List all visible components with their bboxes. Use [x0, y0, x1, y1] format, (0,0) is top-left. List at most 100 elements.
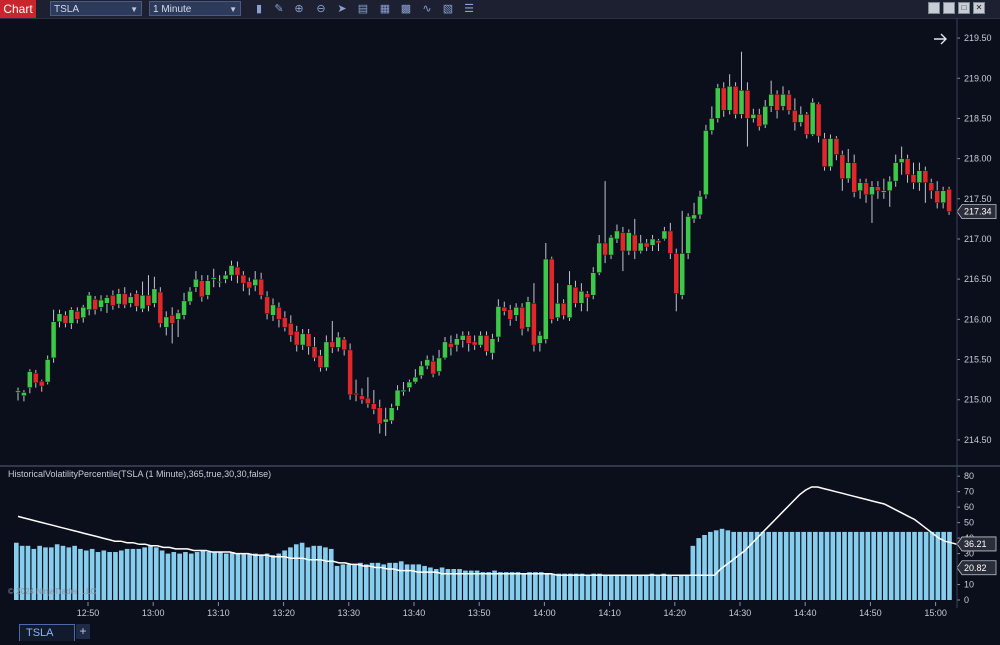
candle-body [786, 94, 792, 111]
price-tick-label: 215.50 [964, 355, 992, 365]
hvp-bar [853, 531, 859, 600]
app-title[interactable]: Chart [0, 0, 36, 18]
hvp-bar [422, 565, 427, 600]
zoom-out-icon[interactable]: ⊖ [316, 3, 326, 15]
candle-body [762, 106, 768, 126]
candle-body [317, 355, 324, 368]
hvp-bar [369, 562, 375, 600]
indicators-icon[interactable]: ▧ [442, 3, 454, 15]
candle-body [537, 335, 543, 344]
arrow-right-icon[interactable] [934, 33, 947, 45]
hvp-bar [673, 576, 678, 600]
candle-body [703, 130, 709, 196]
candle-body [442, 341, 448, 359]
hvp-bar [375, 562, 381, 600]
strategies-icon[interactable]: ∿ [422, 3, 432, 15]
candle-body [299, 333, 306, 346]
candle-body [240, 274, 247, 284]
hvp-bar [334, 565, 340, 600]
hvp-bar [229, 552, 235, 600]
ind-tick-label: 50 [964, 518, 974, 528]
candle-body [210, 277, 217, 280]
hvp-bar [212, 552, 217, 600]
ind-tick-label: 80 [964, 471, 974, 481]
candle-body [875, 186, 881, 192]
list-icon[interactable]: ☰ [464, 3, 474, 15]
time-tick-label: 14:30 [729, 608, 752, 618]
hvp-bar [533, 572, 538, 600]
hvp-bar [527, 572, 532, 600]
candle-body [157, 291, 164, 324]
candle-body [632, 234, 638, 252]
templates-icon[interactable]: ▦ [379, 3, 391, 15]
hvp-bar [667, 575, 672, 600]
hvp-bar [743, 531, 748, 600]
time-tick-label: 13:50 [468, 608, 491, 618]
instrument-selector[interactable]: TSLA ▼ [50, 1, 142, 16]
hvp-bar [848, 531, 853, 600]
ind-value-badge [956, 536, 997, 552]
zoom-in-icon[interactable]: ⊕ [294, 3, 304, 15]
candle-body [187, 290, 193, 302]
candle-body [347, 349, 353, 396]
candle-body [264, 296, 270, 314]
candle-body [513, 307, 519, 316]
candle-body [922, 170, 929, 183]
hvp-bar [363, 564, 369, 600]
properties-icon[interactable]: ▤ [357, 3, 369, 15]
interval-value: 1 Minute [153, 4, 192, 15]
hvp-bar [509, 572, 515, 600]
hvp-bar [387, 562, 392, 600]
candle-body [56, 313, 63, 323]
hvp-bar [48, 547, 54, 600]
candle-body [62, 315, 69, 324]
hvp-bar [620, 575, 626, 600]
interval-selector[interactable]: 1 Minute ▼ [149, 1, 241, 16]
hvp-bar [130, 548, 136, 600]
hvp-bar [503, 572, 509, 600]
hvp-bar [795, 531, 801, 600]
candle-body [222, 274, 229, 280]
pencil-icon[interactable]: ✎ [274, 3, 284, 15]
chart-area[interactable]: 219.50 219.00 218.50 218.00 217.50 217.00 216.… [0, 18, 1000, 645]
hvp-bar [807, 531, 812, 600]
add-tab-button[interactable]: + [76, 624, 90, 639]
candle-body [282, 317, 288, 328]
data-box-icon[interactable]: ▩ [400, 3, 412, 15]
candle-body [394, 389, 401, 407]
chart-svg[interactable]: 219.50 219.00 218.50 218.00 217.50 217.00 216.… [0, 18, 1000, 620]
candle-body [548, 258, 555, 320]
hvp-bar [264, 553, 270, 600]
candle-body [720, 87, 727, 111]
pointer-icon[interactable]: ➤ [337, 3, 347, 15]
maximize-icon[interactable]: □ [958, 2, 970, 14]
bar-type-icon[interactable]: ▮ [255, 3, 263, 15]
candle-body [525, 301, 531, 328]
last-price-label: 217.34 [964, 207, 992, 217]
hvp-bar [649, 573, 655, 600]
hvp-bar [515, 572, 521, 600]
candle-body [133, 293, 140, 307]
candle-body [454, 338, 460, 346]
hvp-bar [439, 567, 445, 600]
minimize-icon[interactable] [928, 2, 940, 14]
hvp-bar [25, 545, 31, 600]
candle-body [614, 230, 620, 240]
close-icon[interactable]: ✕ [973, 2, 985, 14]
candle-body [418, 365, 425, 376]
candle-body [898, 158, 905, 163]
hvp-bar [538, 572, 544, 600]
time-tick-label: 13:30 [338, 608, 361, 618]
hvp-bar [643, 575, 649, 600]
hvp-bar [223, 553, 229, 600]
restore-icon[interactable] [943, 2, 955, 14]
hvp-bar [498, 572, 503, 600]
hvp-bar [200, 550, 206, 600]
candle-body [798, 114, 804, 123]
hvp-bar [218, 552, 223, 600]
tab-tsla[interactable]: TSLA [19, 624, 75, 641]
hvp-bar [241, 553, 247, 600]
hvp-bar [626, 575, 632, 600]
candle-body [371, 403, 377, 410]
hvp-bar [177, 553, 182, 600]
